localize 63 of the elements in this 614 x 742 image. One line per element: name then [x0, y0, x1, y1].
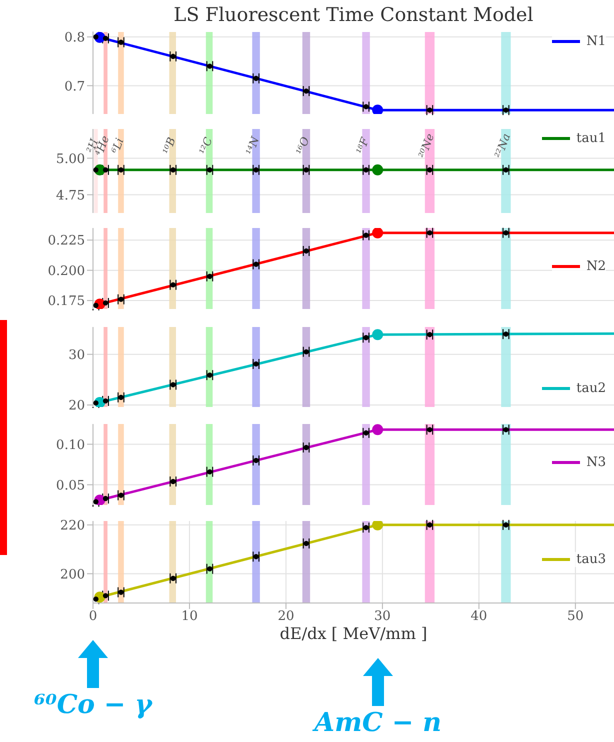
legend-label: tau2 [576, 381, 606, 396]
legend-label: N3 [586, 454, 606, 470]
y-tick-label: 0.175 [48, 294, 85, 310]
y-tick-label: 0.8 [64, 30, 85, 46]
chart-title: LS Fluorescent Time Constant Model [172, 4, 534, 26]
x-axis-title: dE/dx [ MeV/mm ] [278, 624, 428, 643]
point [93, 400, 98, 406]
point [372, 104, 384, 114]
band-label: ¹⁰B [160, 136, 178, 156]
point [503, 522, 509, 528]
y-tick-label: 200 [60, 567, 85, 582]
x-tick-label: 40 [470, 609, 488, 624]
band-label: ¹²C [196, 134, 216, 156]
point [304, 248, 309, 254]
band-label: ²⁰Ne [416, 131, 437, 160]
x-tick-label: 20 [278, 609, 294, 624]
y-tick-label: 0.10 [56, 438, 85, 453]
point [363, 524, 369, 530]
point [102, 496, 108, 502]
y-tick-label: 20 [68, 398, 85, 414]
text: ⁶⁰Co − γ [33, 690, 154, 720]
point [304, 540, 309, 546]
point [427, 107, 432, 113]
point [170, 54, 176, 60]
y-tick-label: 0.7 [64, 79, 85, 94]
y-tick-label: 4.75 [56, 188, 85, 204]
point [253, 361, 259, 367]
text: AmC − n [311, 708, 443, 738]
point [503, 107, 509, 113]
y-tick-label: 220 [60, 518, 85, 534]
y-tick-label: 0.05 [56, 478, 85, 494]
x-tick-label: 50 [567, 609, 584, 624]
point [304, 444, 309, 450]
band-label: ¹⁶O [294, 135, 312, 156]
band-label: ¹⁸F [354, 136, 372, 156]
point [372, 424, 384, 436]
point [427, 332, 432, 338]
point [102, 398, 108, 404]
point [102, 300, 108, 306]
y-tick-label: 5.00 [56, 152, 85, 167]
point [372, 228, 384, 238]
point [503, 331, 509, 337]
band-label: ⁶Li [108, 136, 126, 156]
legend-label: tau3 [576, 552, 606, 567]
point [170, 478, 176, 484]
point [427, 522, 432, 528]
band-label: ¹⁴N [244, 134, 262, 157]
point [93, 596, 98, 602]
point [253, 458, 259, 464]
legend-label: N2 [586, 258, 606, 274]
legend-label: N1 [586, 34, 606, 49]
y-tick-label: 0.200 [48, 264, 85, 279]
y-tick-label: 0.225 [48, 234, 85, 249]
point [304, 88, 309, 94]
legend-label: tau1 [576, 131, 606, 146]
x-tick-label: 30 [374, 609, 391, 624]
band-label: ²²Na [492, 132, 514, 160]
x-tick-label: 0 [88, 609, 98, 624]
point [372, 329, 384, 340]
point [372, 521, 384, 530]
point [363, 430, 369, 436]
y-tick-label: 30 [68, 348, 85, 363]
x-tick-label: 10 [181, 609, 198, 624]
